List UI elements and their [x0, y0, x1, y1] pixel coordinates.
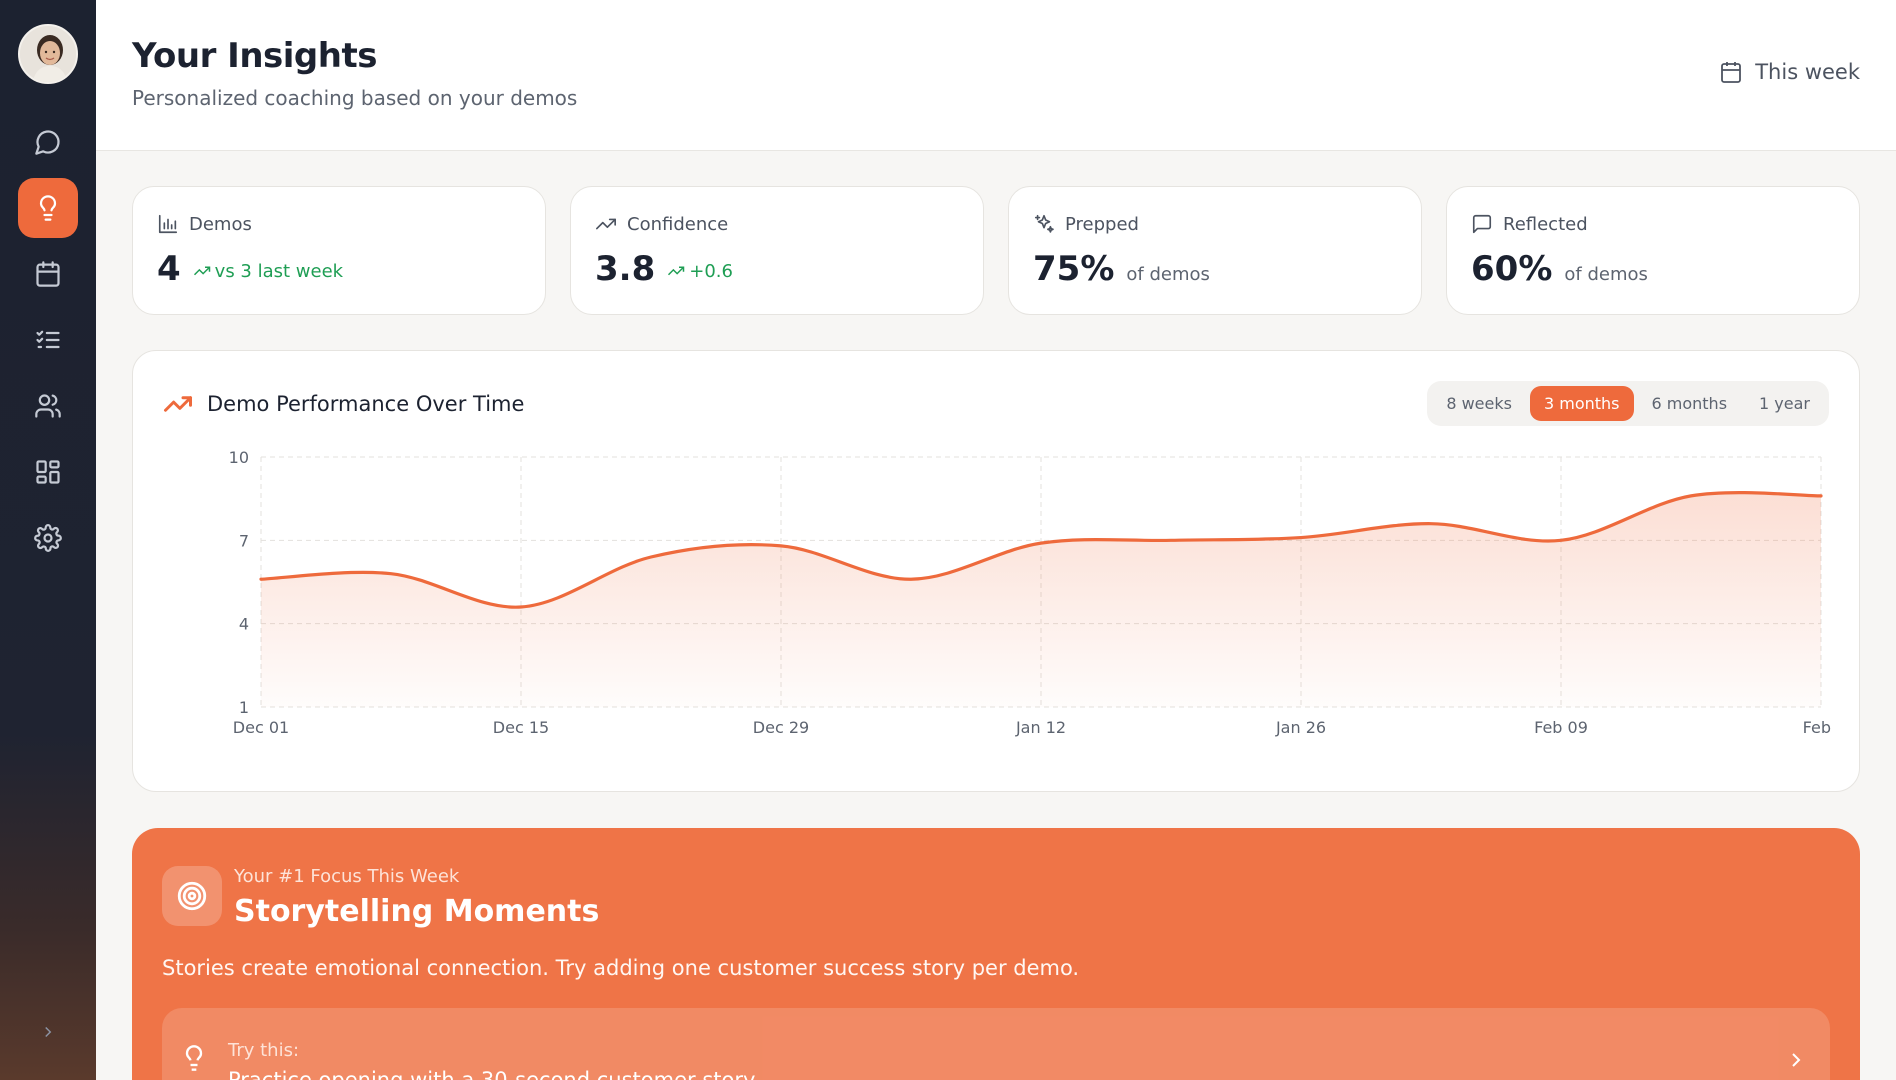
chart-series-line — [259, 490, 1823, 609]
sidebar-nav — [18, 112, 78, 568]
try-icon-wrap — [180, 1044, 208, 1072]
x-tick-label: Feb 09 — [1534, 718, 1588, 737]
stat-suffix: of demos — [1564, 264, 1648, 285]
stat-delta-text: +0.6 — [689, 260, 733, 282]
stat-label: Reflected — [1503, 213, 1588, 235]
range-tab-3-months[interactable]: 3 months — [1529, 386, 1634, 421]
trending-up-icon — [193, 266, 210, 276]
stat-card-confidence: Confidence 3.8 +0.6 — [570, 186, 984, 315]
range-tab-6-months[interactable]: 6 months — [1651, 394, 1728, 413]
y-tick-label: 4 — [239, 615, 249, 634]
sidebar-item-tasks[interactable] — [18, 310, 78, 370]
period-label: This week — [1755, 60, 1860, 84]
stat-label: Prepped — [1065, 213, 1139, 235]
calendar-icon — [36, 261, 60, 287]
stat-card-prepped: Prepped 75% of demos — [1008, 186, 1422, 315]
trending-up-icon — [596, 218, 616, 230]
sidebar-item-team[interactable] — [18, 376, 78, 436]
x-tick-label: Jan 12 — [1015, 718, 1066, 737]
range-tab-1-year[interactable]: 1 year — [1759, 394, 1810, 413]
try-text: Practice opening with a 30-second custom… — [228, 1068, 756, 1080]
stat-delta: +0.6 — [667, 261, 733, 282]
focus-banner: Your #1 Focus This Week Storytelling Mom… — [132, 828, 1860, 1080]
y-tick-label: 10 — [229, 448, 249, 467]
stat-delta-text: vs 3 last week — [214, 260, 344, 282]
trending-up-icon — [668, 266, 685, 276]
chevron-right-icon — [45, 1026, 52, 1038]
sidebar — [0, 0, 96, 1080]
sparkles-icon — [1034, 214, 1054, 233]
stat-card-reflected: Reflected 60% of demos — [1446, 186, 1860, 315]
chart-area-fill — [261, 492, 1821, 707]
chart-title-text: Demo Performance Over Time — [207, 392, 525, 416]
stat-value: 60% — [1471, 249, 1553, 289]
chart-title: Demo Performance Over Time — [163, 389, 524, 419]
checklist-icon — [36, 330, 60, 349]
stat-card-demos: Demos 4 vs 3 last week — [132, 186, 546, 315]
sidebar-item-calendar[interactable] — [18, 244, 78, 304]
stats-row: Demos 4 vs 3 last week Confidence 3.8 +0… — [132, 186, 1860, 315]
focus-label: Your #1 Focus This Week — [234, 866, 460, 887]
stat-value: 4 — [157, 249, 181, 289]
x-tick-label: Dec 15 — [493, 718, 549, 737]
target-icon — [177, 881, 207, 911]
stat-value: 75% — [1033, 249, 1115, 289]
lightbulb-icon — [39, 195, 57, 221]
x-tick-label: Dec 29 — [753, 718, 809, 737]
performance-chart-card: 10 7 4 1 Dec 01 Dec 15 Dec 29 Jan 12 Jan 26 Feb 0… — [132, 350, 1860, 792]
calendar-icon — [1721, 62, 1742, 83]
avatar[interactable] — [18, 24, 78, 84]
focus-icon-wrap — [162, 866, 222, 926]
page-header: Your Insights Personalized coaching base… — [96, 0, 1896, 151]
users-icon — [35, 394, 61, 418]
chat-icon — [35, 130, 60, 155]
gear-icon — [34, 524, 62, 552]
sidebar-item-settings[interactable] — [18, 508, 78, 568]
x-tick-label: Dec 01 — [233, 718, 289, 737]
try-label: Try this: — [228, 1040, 300, 1061]
lightbulb-icon — [185, 1045, 203, 1071]
message-square-icon — [1472, 214, 1492, 234]
stat-delta: vs 3 last week — [193, 261, 343, 282]
sidebar-item-chat[interactable] — [18, 112, 78, 172]
page-title: Your Insights — [132, 36, 377, 76]
x-tick-label: Feb — [1803, 718, 1831, 737]
dashboard-icon — [36, 460, 60, 484]
avatar-image — [20, 26, 76, 82]
stat-label: Demos — [189, 213, 252, 235]
stat-suffix: of demos — [1126, 264, 1210, 285]
stat-value: 3.8 — [595, 249, 656, 289]
sidebar-expand-button[interactable] — [36, 1020, 60, 1044]
sidebar-item-insights[interactable] — [18, 178, 78, 238]
x-tick-label: Jan 26 — [1275, 718, 1326, 737]
try-chevron — [1784, 1048, 1808, 1072]
focus-title: Storytelling Moments — [234, 894, 600, 929]
period-selector[interactable]: This week — [1719, 60, 1860, 84]
try-this-card[interactable]: Try this: Practice opening with a 30-sec… — [162, 1008, 1830, 1080]
sidebar-item-dashboard[interactable] — [18, 442, 78, 502]
chevron-right-icon — [1792, 1053, 1801, 1067]
focus-description: Stories create emotional connection. Try… — [162, 956, 1080, 980]
trending-up-icon — [164, 396, 192, 412]
range-tab-8-weeks[interactable]: 8 weeks — [1446, 394, 1512, 413]
range-tabs: 8 weeks 3 months 6 months 1 year — [1427, 381, 1829, 426]
stat-label: Confidence — [627, 213, 729, 235]
y-tick-label: 7 — [239, 531, 249, 550]
page-subtitle: Personalized coaching based on your demo… — [132, 86, 578, 110]
bar-chart-icon — [158, 214, 178, 234]
y-tick-label: 1 — [239, 698, 249, 717]
